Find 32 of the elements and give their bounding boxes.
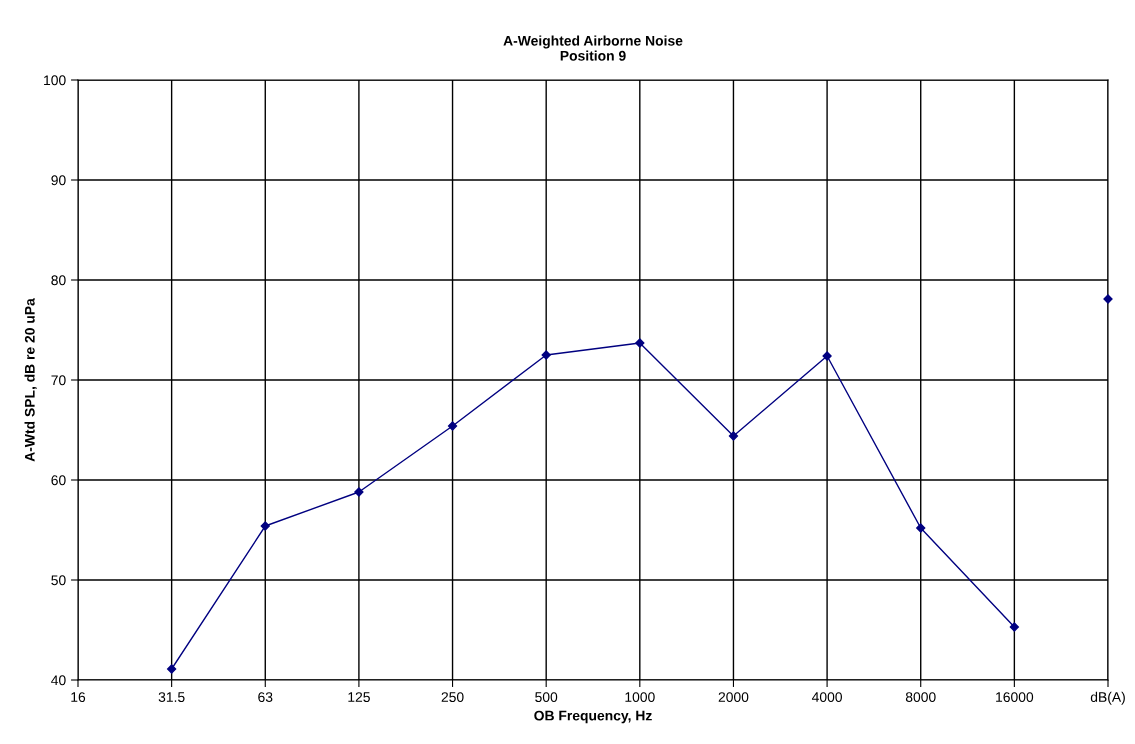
y-tick-label: 70	[51, 375, 66, 386]
x-tick-label: 2000	[718, 692, 749, 703]
point	[541, 350, 551, 360]
y-tick-label: 80	[51, 275, 66, 286]
x-tick-label: 125	[348, 692, 370, 703]
y-tick-label: 50	[51, 575, 66, 586]
point	[260, 521, 270, 531]
point	[728, 431, 739, 441]
x-tick-label: 500	[535, 692, 558, 703]
x-axis-title: OB Frequency, Hz	[534, 710, 652, 724]
x-tick-label: 16000	[996, 692, 1034, 703]
x-tick-label: 8000	[905, 692, 936, 703]
chart-title: A-Weighted Airborne Noise Position 9	[503, 35, 683, 61]
y-axis-title: A-Wtd SPL, dB re 20 uPa	[24, 298, 37, 462]
point	[822, 351, 832, 361]
point	[916, 523, 926, 533]
x-tick-label: dB(A)	[1090, 691, 1125, 705]
point	[167, 664, 177, 674]
point	[354, 487, 364, 497]
x-tick-label: 4000	[811, 692, 842, 703]
point	[1009, 622, 1019, 632]
point	[447, 421, 458, 431]
x-tick-label: 63	[258, 692, 273, 703]
y-tick-label: 60	[51, 475, 66, 486]
x-tick-label: 16	[71, 692, 86, 703]
point	[635, 338, 645, 348]
x-tick-label: 31.5	[158, 692, 185, 703]
y-tick-label: 100	[44, 75, 66, 86]
x-tick-label: 250	[441, 692, 464, 703]
x-tick-label: 1000	[625, 692, 655, 703]
y-tick-label: 90	[51, 175, 66, 186]
y-tick-label: 40	[51, 675, 66, 686]
